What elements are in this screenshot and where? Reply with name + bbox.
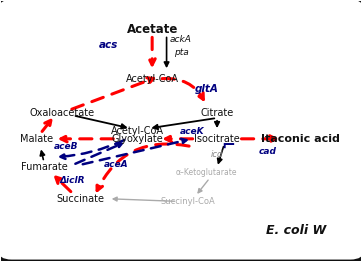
Text: Malate: Malate — [20, 134, 53, 144]
Text: aceA: aceA — [104, 160, 129, 169]
Text: Acetate: Acetate — [126, 23, 178, 36]
Text: cad: cad — [258, 147, 277, 156]
Text: Glyoxylate: Glyoxylate — [112, 134, 164, 144]
Text: pta: pta — [174, 48, 188, 57]
Text: Succinyl-CoA: Succinyl-CoA — [161, 197, 216, 206]
Text: Citrate: Citrate — [201, 108, 234, 118]
Text: aceK: aceK — [180, 127, 204, 135]
Text: ΔiclR: ΔiclR — [60, 176, 85, 185]
Text: α–Ketoglutarate: α–Ketoglutarate — [176, 168, 237, 177]
Text: Succinate: Succinate — [56, 194, 104, 204]
Text: Oxaloacetate: Oxaloacetate — [29, 108, 94, 118]
Text: aceB: aceB — [53, 142, 78, 151]
Text: acs: acs — [99, 40, 118, 50]
Text: Acetyl-CoA: Acetyl-CoA — [126, 74, 179, 84]
Text: ackA: ackA — [170, 35, 192, 44]
Text: E. coli W: E. coli W — [266, 223, 327, 237]
Text: gltA: gltA — [194, 84, 218, 94]
Text: Isocitrate: Isocitrate — [194, 134, 240, 144]
Text: Fumarate: Fumarate — [21, 162, 67, 172]
Text: icd: icd — [211, 150, 223, 159]
Text: Acetyl-CoA: Acetyl-CoA — [111, 126, 164, 136]
Text: Itaconic acid: Itaconic acid — [261, 134, 340, 144]
Text: ⌐: ⌐ — [221, 138, 235, 156]
